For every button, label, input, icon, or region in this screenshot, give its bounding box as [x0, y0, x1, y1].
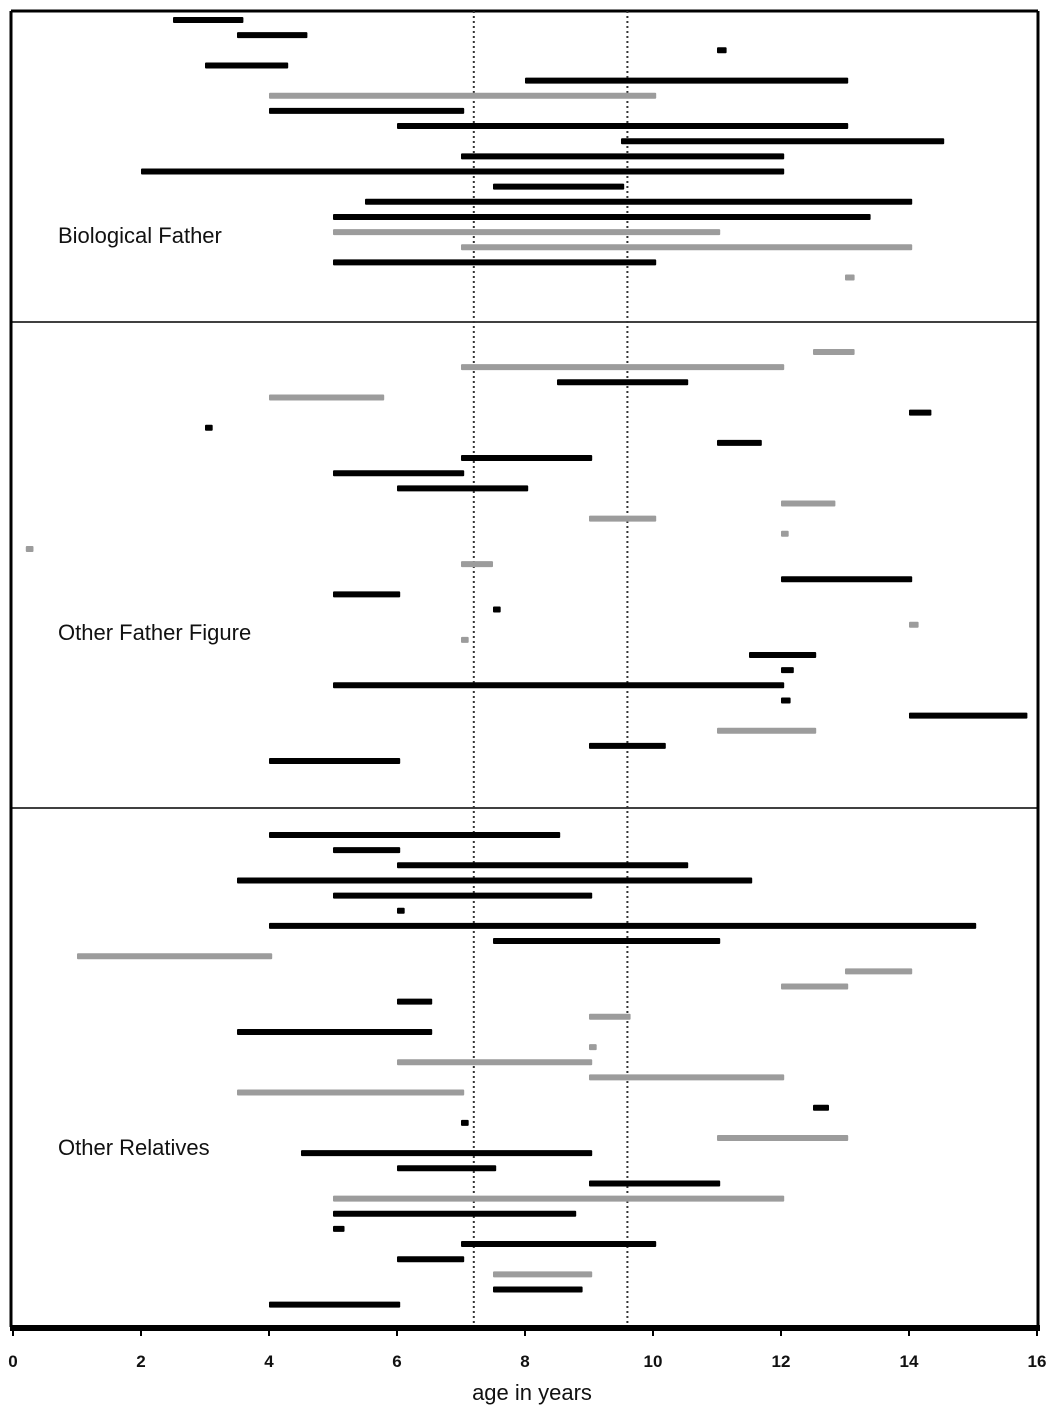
- timeline-bar: [397, 862, 689, 869]
- timeline-bar: [301, 1150, 593, 1157]
- x-tick-label: 2: [136, 1352, 145, 1371]
- timeline-bar: [589, 1013, 631, 1020]
- timeline-bar: [461, 561, 493, 568]
- timeline-bar: [781, 983, 849, 990]
- timeline-bar: [333, 1195, 785, 1202]
- timeline-bar: [845, 274, 855, 281]
- timeline-bar: [333, 682, 785, 689]
- timeline-bar: [909, 621, 919, 628]
- timeline-bar: [461, 1119, 469, 1126]
- timeline-bar: [237, 877, 753, 884]
- timeline-bar: [333, 213, 871, 220]
- timeline-bar: [717, 1135, 849, 1141]
- timeline-bar: [909, 409, 932, 416]
- timeline-bar: [493, 938, 721, 945]
- timeline-bar: [397, 998, 433, 1005]
- panel-label: Other Relatives: [58, 1135, 210, 1160]
- x-tick-label: 8: [520, 1352, 529, 1371]
- timeline-bar: [461, 364, 785, 371]
- timeline-bar: [781, 500, 836, 507]
- x-tick-label: 0: [8, 1352, 17, 1371]
- reference-lines: [472, 11, 629, 1327]
- timeline-bar: [589, 742, 666, 749]
- timeline-bar: [493, 1286, 583, 1293]
- timeline-bar: [333, 892, 593, 899]
- x-tick-label: 16: [1028, 1352, 1047, 1371]
- timeline-bar: [589, 1044, 597, 1051]
- timeline-bar: [365, 198, 913, 205]
- timeline-bar: [269, 92, 657, 99]
- x-tick-label: 6: [392, 1352, 401, 1371]
- timeline-bar: [397, 1059, 593, 1066]
- timeline-bar: [205, 424, 213, 431]
- timeline-bar: [333, 591, 401, 598]
- timeline-bar: [589, 1074, 785, 1081]
- timeline-bar: [461, 455, 593, 462]
- timeline-bar: [717, 47, 727, 54]
- timeline-bar: [237, 1089, 465, 1096]
- timeline-bar: [333, 470, 465, 477]
- timeline-bar: [461, 1241, 657, 1248]
- timeline-bar: [25, 545, 34, 552]
- x-tick-label: 4: [264, 1352, 274, 1371]
- panel-labels: Biological Father Other Father Figure Othe…: [58, 223, 251, 1160]
- x-tick-label: 10: [644, 1352, 663, 1371]
- timeline-bar: [813, 349, 855, 355]
- timeline-bar: [269, 922, 977, 929]
- panel-boxes: [9, 9, 1040, 1327]
- timeline-bar: [333, 847, 401, 854]
- timeline-bar: [461, 636, 469, 643]
- timeline-bar: [397, 1256, 465, 1263]
- x-axis-title: age in years: [472, 1380, 592, 1405]
- timeline-bar: [621, 138, 945, 145]
- timeline-bar: [269, 1301, 401, 1308]
- timeline-bar: [909, 712, 1028, 719]
- timeline-bar: [461, 244, 913, 251]
- timeline-bar: [717, 439, 762, 446]
- timeline-bar: [397, 485, 529, 492]
- timeline-bar: [333, 1225, 345, 1232]
- timeline-bar: [813, 1104, 829, 1111]
- timeline-bar: [141, 168, 785, 175]
- timeline-bar: [749, 652, 817, 658]
- timeline-bar: [845, 968, 913, 975]
- timeline-bar: [269, 758, 401, 765]
- timeline-bar: [781, 667, 794, 674]
- timeline-bar: [205, 62, 289, 69]
- panel-label: Biological Father: [58, 223, 222, 248]
- x-tick-label: 12: [772, 1352, 791, 1371]
- timeline-bars: [25, 17, 1028, 1308]
- timeline-bar: [237, 1028, 433, 1035]
- timeline-bar: [237, 32, 308, 39]
- timeline-bar: [333, 259, 657, 266]
- timeline-bar: [397, 1165, 497, 1172]
- timeline-bar: [333, 229, 721, 236]
- timeline-bar: [493, 1271, 593, 1278]
- timeline-bar: [781, 697, 791, 704]
- timeline-bar: [589, 515, 657, 522]
- timeline-bar: [269, 107, 465, 114]
- timeline-bar: [397, 123, 849, 130]
- timeline-bar: [781, 530, 789, 537]
- x-tick-label: 14: [900, 1352, 919, 1371]
- timeline-bar: [269, 394, 385, 401]
- timeline-bar: [461, 153, 785, 160]
- timeline-bar: [525, 77, 849, 84]
- timeline-bar: [557, 379, 689, 386]
- panel-label: Other Father Figure: [58, 620, 251, 645]
- timeline-bar: [493, 183, 625, 190]
- timeline-bar: [173, 17, 244, 23]
- timeline-bar: [781, 576, 913, 583]
- x-axis: 0 2 4 6 8 10 12 14 16: [8, 1325, 1047, 1371]
- timeline-bar: [269, 832, 561, 838]
- timeline-bar: [333, 1210, 577, 1217]
- timeline-bar: [493, 606, 501, 613]
- timeline-bar: [77, 953, 273, 960]
- timeline-bar: [717, 727, 817, 734]
- timeline-bar: [589, 1180, 721, 1187]
- timeline-bar: [397, 907, 405, 914]
